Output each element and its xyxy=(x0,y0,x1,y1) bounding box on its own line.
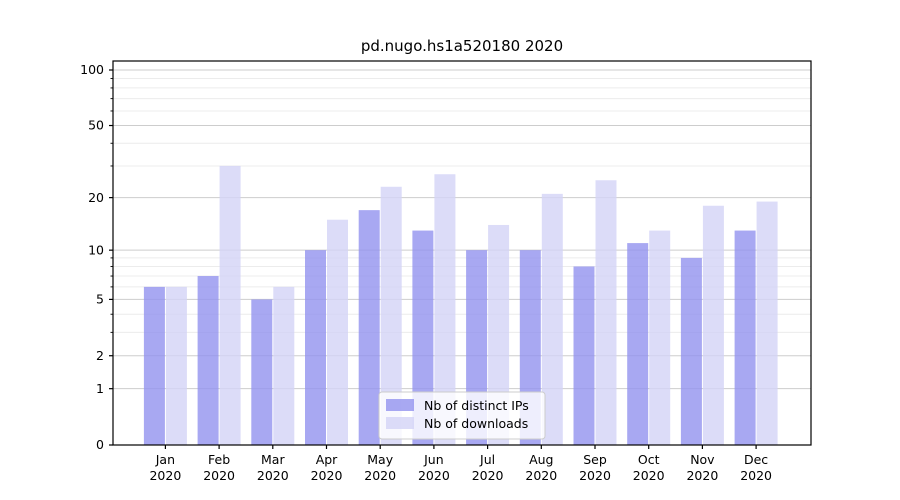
x-tick-label-year-apr: 2020 xyxy=(311,468,343,483)
bar-nb-of-distinct-ips-mar xyxy=(251,299,273,445)
bar-nb-of-downloads-nov xyxy=(702,205,724,445)
plot-border xyxy=(112,60,812,446)
x-tick-label-year-aug: 2020 xyxy=(525,468,557,483)
chart-title: pd.nugo.hs1a520180 2020 xyxy=(361,37,563,55)
x-tick-label-mar: Mar xyxy=(261,452,285,467)
y-tick-label-2: 2 xyxy=(96,348,104,363)
x-tick-label-year-sep: 2020 xyxy=(579,468,611,483)
x-tick-label-may: May xyxy=(367,452,393,467)
x-tick-label-sep: Sep xyxy=(583,452,607,467)
bar-nb-of-downloads-mar xyxy=(273,286,295,445)
y-tick-label-1: 1 xyxy=(96,381,104,396)
x-tick-label-year-jan: 2020 xyxy=(149,468,181,483)
y-tick-label-100: 100 xyxy=(80,62,104,77)
x-tick-label-feb: Feb xyxy=(208,452,230,467)
bar-nb-of-distinct-ips-sep xyxy=(573,266,595,445)
bar-nb-of-distinct-ips-oct xyxy=(627,243,649,445)
bar-nb-of-distinct-ips-jan xyxy=(143,286,165,445)
y-tick-label-50: 50 xyxy=(88,118,104,133)
bar-nb-of-distinct-ips-feb xyxy=(197,276,219,445)
bar-nb-of-distinct-ips-apr xyxy=(305,250,326,445)
x-tick-label-year-jul: 2020 xyxy=(472,468,504,483)
legend-box xyxy=(378,391,546,440)
bar-nb-of-distinct-ips-jun xyxy=(412,230,434,445)
y-tick-label-5: 5 xyxy=(96,292,104,307)
x-tick-label-year-jun: 2020 xyxy=(418,468,450,483)
bar-nb-of-downloads-jan xyxy=(165,286,187,445)
bar-nb-of-downloads-jun xyxy=(434,174,456,445)
x-tick-label-year-nov: 2020 xyxy=(686,468,718,483)
bar-nb-of-downloads-dec xyxy=(756,201,778,445)
bar-nb-of-downloads-jul xyxy=(488,224,510,445)
x-tick-label-oct: Oct xyxy=(638,452,660,467)
legend-label-nb-of-downloads: Nb of downloads xyxy=(424,416,528,431)
legend-swatch-nb-of-distinct-ips xyxy=(386,399,414,411)
x-tick-label-jun: Jun xyxy=(423,452,444,467)
bar-nb-of-downloads-apr xyxy=(327,219,348,445)
bar-nb-of-downloads-sep xyxy=(595,180,617,445)
x-tick-label-nov: Nov xyxy=(690,452,715,467)
x-tick-label-year-oct: 2020 xyxy=(633,468,665,483)
bar-nb-of-downloads-feb xyxy=(219,165,241,445)
bar-nb-of-distinct-ips-nov xyxy=(680,257,702,445)
bar-nb-of-distinct-ips-may xyxy=(358,210,380,445)
x-tick-label-apr: Apr xyxy=(316,452,338,467)
y-tick-label-20: 20 xyxy=(88,190,104,205)
x-tick-label-year-dec: 2020 xyxy=(740,468,772,483)
bar-nb-of-downloads-oct xyxy=(649,230,671,445)
legend-label-nb-of-distinct-ips: Nb of distinct IPs xyxy=(424,398,529,413)
y-tick-label-10: 10 xyxy=(88,242,104,257)
y-tick-label-0: 0 xyxy=(96,437,104,452)
x-tick-label-dec: Dec xyxy=(744,452,768,467)
x-tick-label-jul: Jul xyxy=(479,452,495,467)
x-tick-label-aug: Aug xyxy=(529,452,553,467)
x-tick-label-year-may: 2020 xyxy=(364,468,396,483)
x-tick-label-year-feb: 2020 xyxy=(203,468,235,483)
bar-nb-of-downloads-may xyxy=(380,186,402,445)
bar-nb-of-distinct-ips-dec xyxy=(734,230,756,445)
x-tick-label-year-mar: 2020 xyxy=(257,468,289,483)
legend-swatch-nb-of-downloads xyxy=(386,417,414,429)
bar-nb-of-downloads-aug xyxy=(541,193,563,445)
x-tick-label-jan: Jan xyxy=(155,452,175,467)
